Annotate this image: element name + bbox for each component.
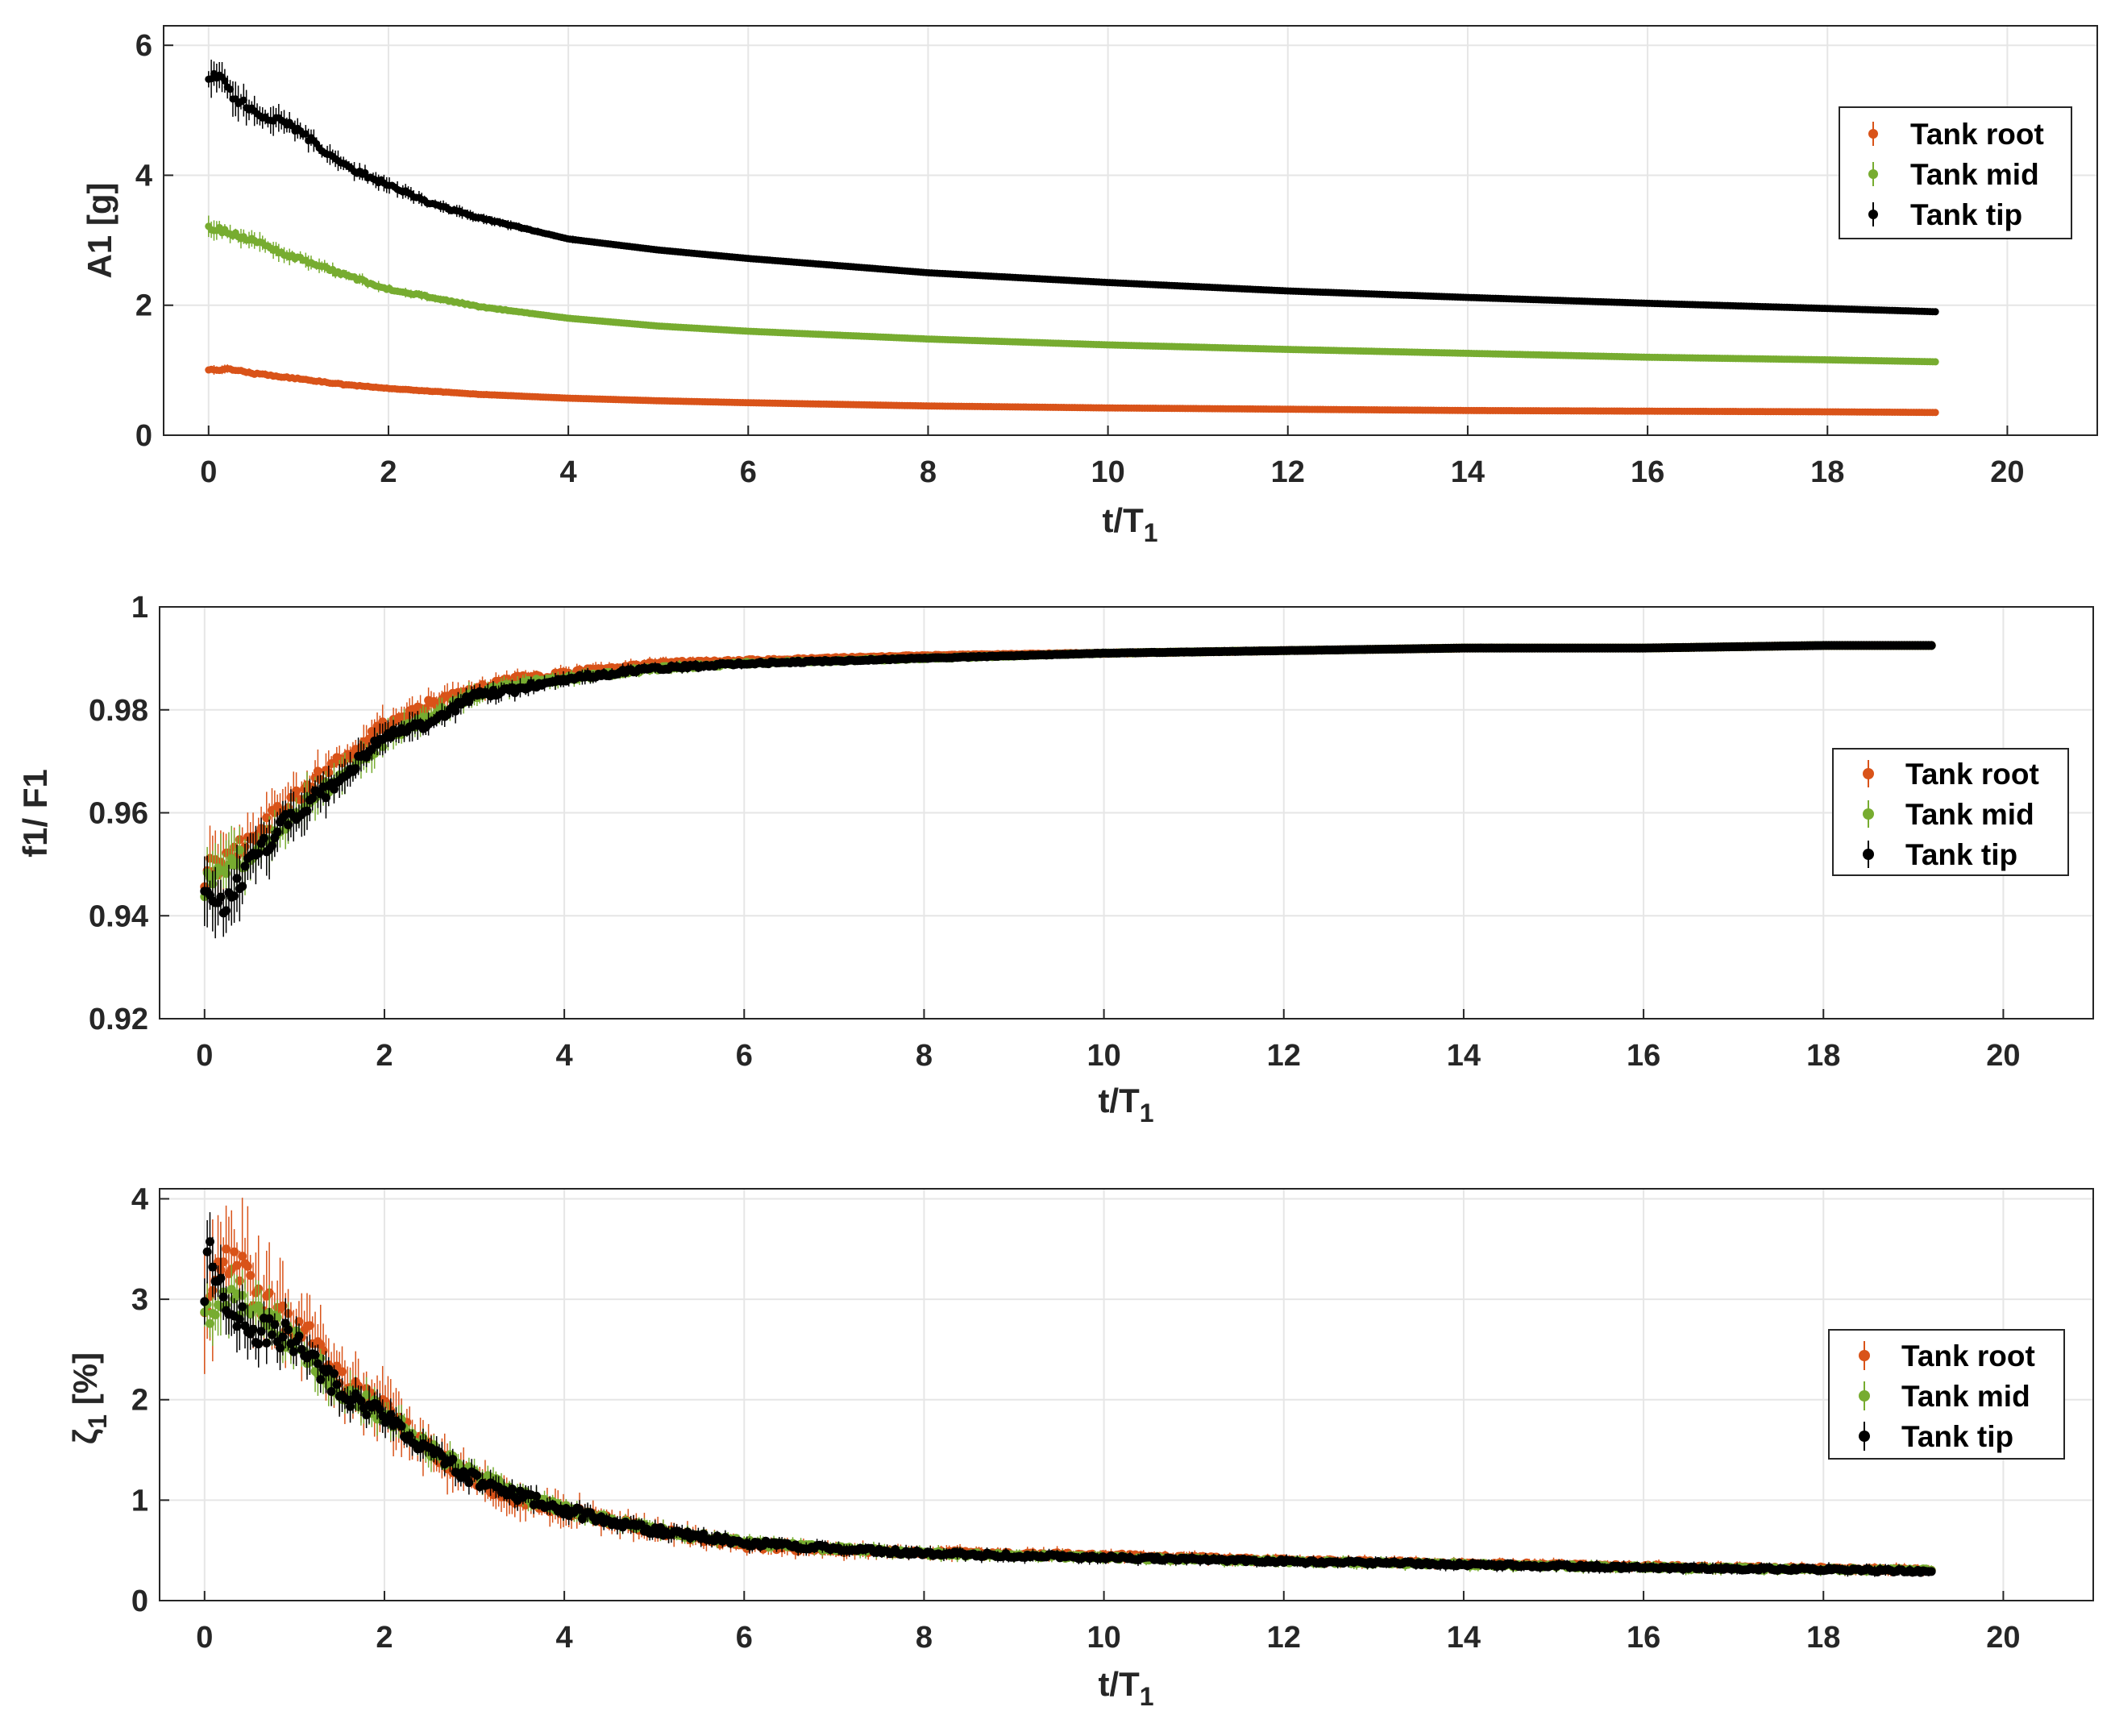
legend-label-mid: Tank mid [1910,158,2039,191]
x-tick-label: 0 [200,455,217,489]
legend-marker-tip [1868,210,1878,219]
y-tick-label: 2 [135,289,152,323]
chart-panel-frequency: 0 2 4 6 8 10 12 14 16 18 20 0.920.940.960.981 t/T1… [16,591,2094,1128]
x-tick-label: 14 [1451,455,1485,489]
y-tick-label: 0 [135,419,152,453]
legend-marker-root [1868,129,1878,139]
x-tick-label: 12 [1271,455,1305,489]
data-point [1931,358,1939,366]
chart-panel-amplitude: 0 2 4 6 8 10 12 14 16 18 20 0 2 4 6 t/T1 A1 [g] Tank … [81,25,2098,547]
y-tick-label: 4 [135,159,152,193]
plot-area [164,26,2097,435]
x-tick-label: 18 [1810,455,1844,489]
legend-label-tip: Tank tip [1910,198,2022,231]
x-tick-label: 8 [920,455,937,489]
series-tank-root [205,364,1939,417]
legend-marker-mid [1868,169,1878,179]
y-tick-label: 6 [135,29,152,63]
data-point [1931,308,1939,316]
data-point [1931,409,1939,417]
x-tick-label: 20 [1990,455,2024,489]
legend-label-root: Tank root [1910,118,2044,151]
x-tick-label: 16 [1631,455,1664,489]
legend: Tank root Tank mid Tank tip [1839,106,2072,239]
x-axis-label: t/T1 [1102,501,1157,547]
x-tick-label: 6 [740,455,757,489]
series-layer [205,60,1939,417]
x-tick-label: 10 [1091,455,1124,489]
x-tick-label: 2 [380,455,397,489]
y-axis-label: A1 [g] [81,183,118,279]
series-tank-mid [205,215,1939,366]
x-tick-label: 4 [560,455,577,489]
